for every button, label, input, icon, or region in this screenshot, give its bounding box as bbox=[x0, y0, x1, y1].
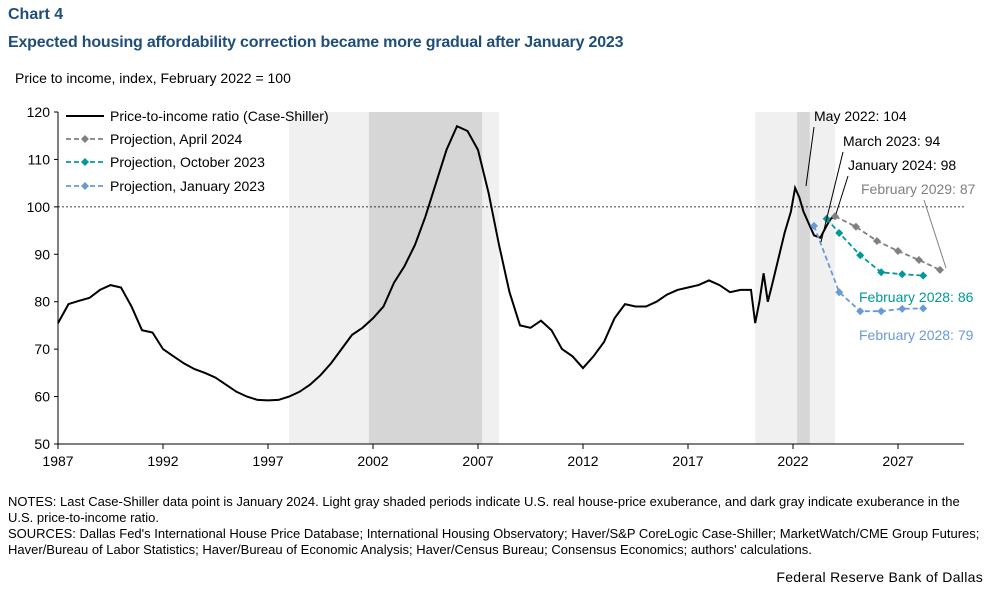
series-1-point bbox=[894, 246, 902, 255]
chart-notes: NOTES: Last Case-Shiller data point is J… bbox=[8, 494, 983, 558]
series-line-0 bbox=[57, 124, 836, 402]
legend-label-1: Projection, April 2024 bbox=[110, 131, 243, 147]
series-1-point bbox=[852, 222, 860, 231]
series-line-2 bbox=[825, 218, 924, 277]
series-3-point bbox=[856, 307, 865, 316]
y-tick-label: 110 bbox=[28, 151, 51, 167]
series-1-point bbox=[831, 212, 839, 221]
x-tick-label: 1992 bbox=[147, 453, 178, 469]
annotation-label-5: February 2028: 79 bbox=[859, 327, 974, 343]
x-tick-label: 2002 bbox=[357, 453, 388, 469]
chart-title: Expected housing affordability correctio… bbox=[8, 34, 624, 51]
annotation-label-0: May 2022: 104 bbox=[814, 108, 907, 124]
annotation-leader-3 bbox=[923, 199, 947, 269]
series-2-point bbox=[856, 251, 865, 260]
annotation-label-2: January 2024: 98 bbox=[848, 157, 956, 173]
series-1-point bbox=[915, 255, 923, 264]
series-3-point bbox=[810, 221, 818, 230]
x-tick-label: 2022 bbox=[777, 453, 808, 469]
x-tick-label: 2017 bbox=[672, 453, 703, 469]
annotation-label-4: February 2028: 86 bbox=[859, 289, 974, 305]
series-3-point bbox=[835, 288, 844, 297]
legend-marker-1 bbox=[81, 135, 89, 143]
series-1-point bbox=[936, 265, 944, 274]
legend-label-0: Price-to-income ratio (Case-Shiller) bbox=[110, 108, 329, 124]
dark-shaded-period-0 bbox=[368, 112, 483, 444]
series-line-1 bbox=[834, 215, 941, 271]
sources-text: SOURCES: Dallas Fed's International Hous… bbox=[8, 526, 980, 557]
chart-label: Chart 4 bbox=[8, 6, 64, 23]
chart-subtitle: Price to income, index, February 2022 = … bbox=[15, 70, 291, 86]
legend-marker-2 bbox=[81, 158, 89, 166]
y-tick-label: 120 bbox=[27, 104, 51, 120]
notes-text: NOTES: Last Case-Shiller data point is J… bbox=[8, 494, 960, 525]
y-tick-label: 100 bbox=[27, 199, 51, 215]
series-2-point bbox=[835, 228, 844, 237]
legend-label-2: Projection, October 2023 bbox=[110, 154, 265, 170]
y-tick-label: 90 bbox=[34, 246, 50, 262]
series-2-point bbox=[919, 271, 928, 280]
series-2-point bbox=[898, 270, 907, 279]
x-tick-label: 2007 bbox=[462, 453, 493, 469]
x-tick-label: 2027 bbox=[882, 453, 913, 469]
y-tick-label: 80 bbox=[34, 294, 50, 310]
series-2-point bbox=[877, 268, 886, 277]
source-credit: Federal Reserve Bank of Dallas bbox=[776, 569, 983, 585]
annotation-leader-2 bbox=[835, 175, 849, 215]
y-tick-label: 50 bbox=[34, 436, 50, 452]
x-tick-label: 2012 bbox=[567, 453, 598, 469]
legend-label-3: Projection, January 2023 bbox=[110, 178, 265, 194]
line-chart: 50 60 70 80 90 100 110 120 1987 1992 1997 2002 2007 2… bbox=[27, 104, 976, 469]
series-3-point bbox=[898, 304, 907, 313]
x-tick-label: 1997 bbox=[252, 453, 283, 469]
dark-shaded-period-1 bbox=[797, 112, 810, 444]
series-1-point bbox=[873, 237, 881, 246]
series-3-point bbox=[877, 307, 886, 316]
y-tick-label: 60 bbox=[34, 389, 50, 405]
series-3-point bbox=[919, 304, 928, 313]
annotation-leader-1 bbox=[820, 151, 844, 243]
annotation-label-1: March 2023: 94 bbox=[843, 133, 940, 149]
y-tick-label: 70 bbox=[34, 341, 50, 357]
light-shaded-period-1 bbox=[755, 112, 835, 444]
annotation-leader-0 bbox=[805, 126, 815, 187]
legend-marker-3 bbox=[81, 182, 89, 190]
x-tick-label: 1987 bbox=[42, 453, 73, 469]
annotation-label-3: February 2029: 87 bbox=[861, 181, 976, 197]
